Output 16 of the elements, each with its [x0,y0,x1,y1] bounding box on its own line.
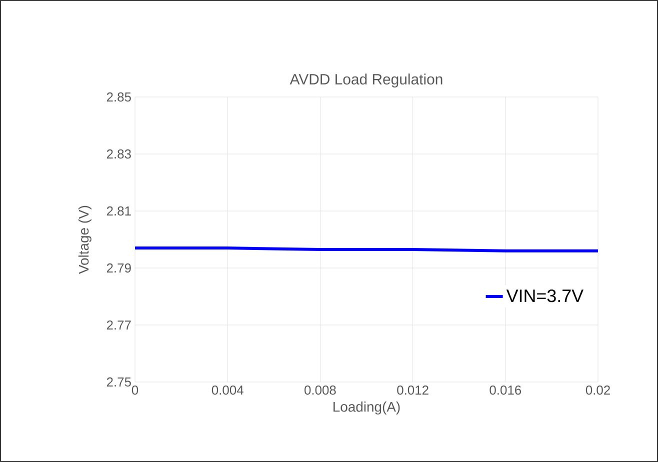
legend-label: VIN=3.7V [506,289,584,302]
x-tick-label: 0 [132,386,138,395]
y-tick-label: 2.85 [106,92,131,102]
x-axis-title: Loading(A) [334,402,400,415]
y-tick-label: 2.75 [106,377,131,387]
x-tick-label: 0.02 [586,386,610,395]
x-tick-label: 0.012 [397,386,428,395]
y-axis-title: Voltage (V) [78,206,92,274]
x-tick-label: 0.004 [212,386,244,395]
chart-title: AVDD Load Regulation [290,74,442,88]
x-tick-label: 0.016 [490,386,522,395]
y-tick-label: 2.77 [106,320,131,330]
y-tick-label: 2.83 [106,149,131,159]
y-tick-label: 2.81 [106,206,131,216]
x-tick-label: 0.008 [304,386,336,395]
y-tick-label: 2.79 [106,263,131,273]
